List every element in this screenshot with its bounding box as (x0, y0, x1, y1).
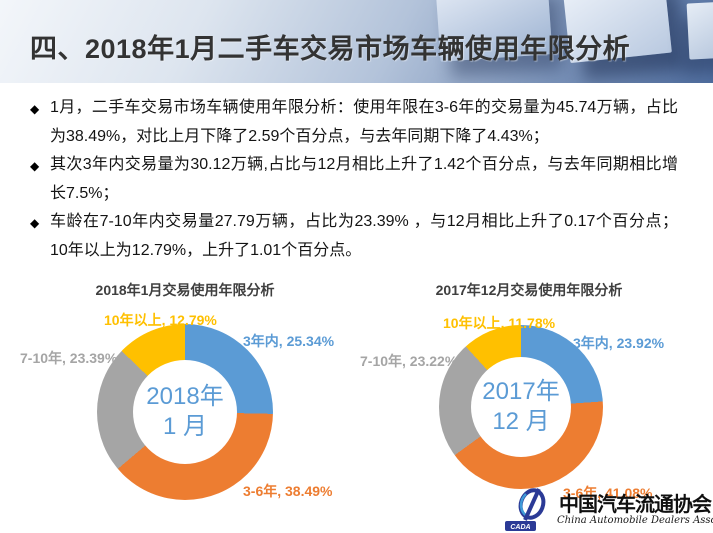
bullet-text: 其次3年内交易量为30.12万辆,占比与12月相比上升了1.42个百分点，与去年… (50, 156, 678, 202)
center-label-year: 2018年 (146, 383, 224, 410)
data-label-3years: 3年内, 23.92% (573, 335, 665, 351)
header-banner: 四、2018年1月二手车交易市场车辆使用年限分析 (0, 0, 713, 83)
page-title: 四、2018年1月二手车交易市场车辆使用年限分析 (30, 34, 631, 64)
diamond-bullet-icon: ◆ (30, 159, 40, 173)
donut-center-label: 2017年 12 月 (471, 357, 571, 457)
data-label-3-6years: 3-6年, 38.49% (243, 483, 333, 499)
data-label-3years: 3年内, 25.34% (243, 333, 335, 349)
chart-title: 2017年12月交易使用年限分析 (435, 282, 623, 298)
data-label-10plus-years: 10年以上, 12.79% (104, 312, 217, 328)
bullet-item: ◆ 车龄在7-10年内交易量27.79万辆，占比为23.39% ，与12月相比上… (30, 208, 678, 265)
chart-title: 2018年1月交易使用年限分析 (95, 282, 275, 298)
cube-decoration-icon (686, 0, 713, 60)
donut-chart-dec-2017: 2017年12月交易使用年限分析 2017年 12 月 3年内, 23.92% … (358, 278, 700, 524)
center-label-year: 2017年 (482, 378, 560, 405)
data-label-10plus-years: 10年以上, 11.78% (443, 315, 556, 331)
center-label-month: 1 月 (162, 413, 207, 440)
cada-emblem-icon: CADA (505, 488, 546, 531)
data-label-3-6years: 3-6年, 41.08% (563, 485, 653, 501)
center-label-month: 12 月 (492, 408, 550, 435)
donut-center-label: 2018年 1 月 (133, 360, 237, 464)
bullet-item: ◆ 其次3年内交易量为30.12万辆,占比与12月相比上升了1.42个百分点，与… (30, 151, 678, 208)
data-label-7-10years: 7-10年, 23.39% (20, 350, 118, 366)
bullet-text: 车龄在7-10年内交易量27.79万辆，占比为23.39% ，与12月相比上升了… (50, 213, 678, 259)
donut-chart-jan-2018: 2018年1月交易使用年限分析 2018年 1 月 3年内, 25.34% 3-… (20, 278, 350, 524)
diamond-bullet-icon: ◆ (30, 216, 40, 230)
logo-name-chinese: 中国汽车流通协会 (559, 492, 712, 516)
bullet-list: ◆ 1月，二手车交易市场车辆使用年限分析：使用年限在3-6年的交易量为45.74… (30, 94, 678, 265)
logo-name-english: China Automobile Dealers Association (557, 515, 713, 526)
diamond-bullet-icon: ◆ (30, 102, 40, 116)
cada-logo: CADA 中国汽车流通协会 China Automobile Dealers A… (497, 486, 713, 532)
data-label-7-10years: 7-10年, 23.22% (360, 353, 458, 369)
cada-badge-text: CADA (510, 524, 530, 531)
bullet-item: ◆ 1月，二手车交易市场车辆使用年限分析：使用年限在3-6年的交易量为45.74… (30, 94, 678, 151)
bullet-text: 1月，二手车交易市场车辆使用年限分析：使用年限在3-6年的交易量为45.74万辆… (50, 99, 678, 145)
